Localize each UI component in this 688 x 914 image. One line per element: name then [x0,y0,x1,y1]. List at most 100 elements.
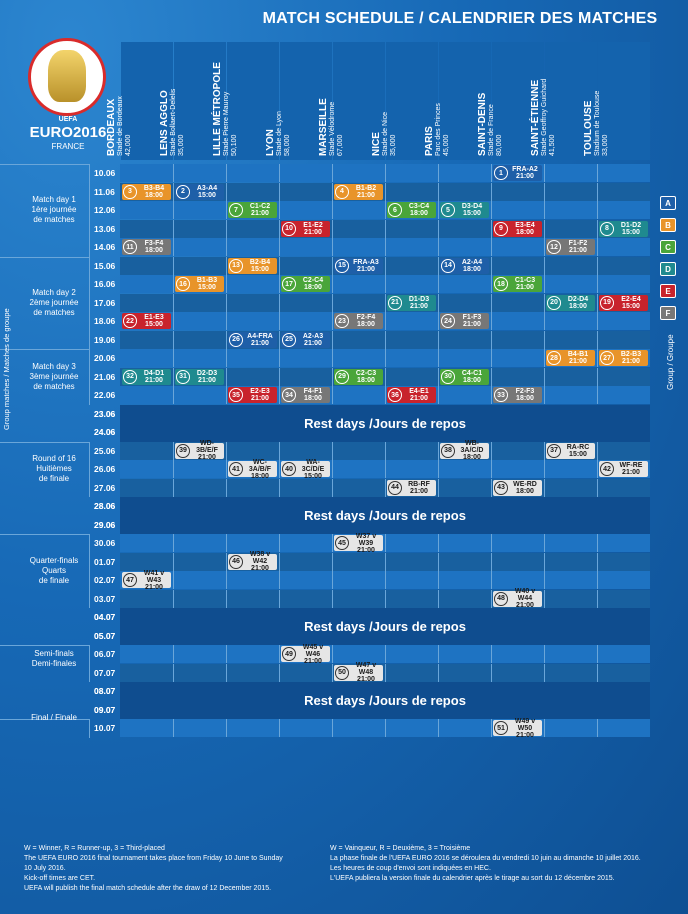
column-divider [173,571,174,589]
column-divider [332,312,333,330]
column-divider [226,275,227,293]
column-divider [385,330,386,349]
column-divider [385,201,386,219]
stage-label: Match day 3 3ème journée de matches [29,361,79,391]
date-label: 23.06 [94,408,116,419]
date-label: 19.06 [94,334,116,345]
match-time: 21:00 [357,546,375,554]
match-teams: RB-RF [408,480,430,488]
group-a-badge: A [660,196,676,210]
match-teams: W40 v W44 [514,588,536,602]
match-number: 26 [229,332,243,347]
schedule-row [120,238,650,256]
group-d-badge: D [660,262,676,276]
column-divider [438,201,439,219]
match-info: F2-F3 18:00 [508,388,542,402]
match-cell: 1 FRA-A2 21:00 [493,165,542,181]
match-cell: 51 W49 v W50 21:00 [493,718,542,739]
venue-stadium: Stade de Nice [382,112,389,156]
venue-stadium: Stade de France [488,104,495,156]
column-divider [544,367,545,386]
match-time: 18:00 [357,321,375,328]
match-teams: W38 v W42 [249,551,271,565]
match-number: 20 [547,295,561,310]
column-divider [173,589,174,608]
column-divider [173,645,174,663]
match-time: 18:00 [357,376,375,384]
date-label: 14.06 [94,242,116,252]
schedule-row [120,478,650,497]
column-divider [491,312,492,330]
match-number: 51 [494,721,508,735]
stage-block [0,645,90,682]
match-time: 21:00 [251,339,269,347]
match-teams: F3-F4 [144,240,164,247]
column-divider [544,719,545,737]
column-divider [332,386,333,404]
venue-column-header: MARSEILLE Stade Vélodrome 67,000 [318,42,385,160]
match-cell: 42 WF-RE 21:00 [599,461,648,477]
column-divider [597,460,598,478]
date-label: 09.07 [94,704,116,715]
match-time: 18:00 [569,302,587,310]
venue-city: MARSEILLE [318,98,329,156]
column-divider [279,441,280,460]
column-divider [544,441,545,460]
match-number: 36 [388,388,402,402]
match-cell: 41 WC-3A/B/F 18:00 [228,459,277,480]
column-divider [385,552,386,571]
date-label: 16.06 [94,279,116,289]
match-cell: 6 C3-C4 18:00 [387,202,436,218]
column-divider [597,238,598,256]
schedule-row [120,441,650,460]
column-divider [226,182,227,201]
column-divider [226,571,227,589]
match-time: 21:00 [516,284,534,291]
column-divider [491,534,492,552]
schedule-row [120,645,650,663]
column-divider [279,293,280,312]
column-divider [385,238,386,256]
match-info: C3-C4 18:00 [402,203,436,217]
column-divider [332,238,333,256]
schedule-row [120,367,650,386]
column-divider [385,367,386,386]
date-label: 13.06 [94,223,116,234]
match-info: D2-D3 21:00 [190,370,224,384]
column-divider [226,552,227,571]
column-divider [491,293,492,312]
column-divider [226,478,227,497]
column-divider [226,663,227,682]
stage-label: Final / Finale [31,713,77,723]
match-cell: 5 D3-D4 15:00 [440,202,489,218]
match-time: 21:00 [198,454,216,461]
match-time: 21:00 [357,265,375,273]
match-time: 21:00 [516,173,534,180]
match-info: A2-A3 21:00 [296,333,330,347]
footer-left-line: W = Winner, R = Runner-up, 3 = Third-pla… [24,845,165,852]
venue-text: PARIS Parc des Princes 45,000 [424,40,451,156]
match-info: B3-B4 18:00 [137,185,171,199]
column-divider [385,312,386,330]
match-time: 15:00 [463,210,481,217]
match-number: 23 [335,314,349,328]
column-divider [491,571,492,589]
match-cell: 27 B2-B3 21:00 [599,350,648,366]
match-info: B1-B3 15:00 [190,277,224,291]
match-cell: 32 D4-D1 21:00 [122,368,171,385]
schedule-row [120,534,650,552]
match-cell: 20 D2-D4 18:00 [546,294,595,311]
column-divider [226,312,227,330]
date-label: 21.06 [94,371,116,382]
venue-column-header: SAINT-ÉTIENNE Stade Geoffroy Guichard 41,5… [530,42,597,160]
match-info: F1-F3 21:00 [455,314,489,328]
venue-stadium: Stade Pierre Mauroy [223,91,230,156]
column-divider [438,275,439,293]
match-info: W40 v W44 21:00 [508,588,542,609]
column-divider [279,182,280,201]
column-divider [279,478,280,497]
match-time: 21:00 [410,487,428,495]
column-divider [491,478,492,497]
column-divider [438,534,439,552]
schedule-row [120,330,650,349]
